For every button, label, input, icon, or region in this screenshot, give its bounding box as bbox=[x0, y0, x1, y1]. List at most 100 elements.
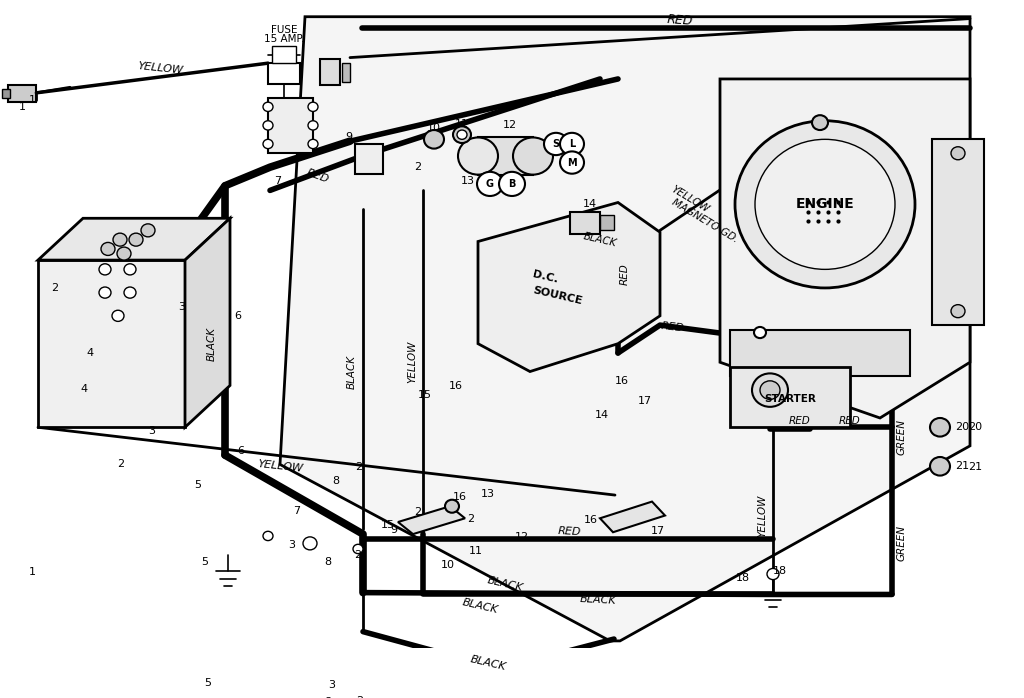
Circle shape bbox=[124, 287, 136, 298]
Text: RED: RED bbox=[558, 526, 582, 537]
Text: 15 AMP.: 15 AMP. bbox=[264, 34, 304, 44]
Circle shape bbox=[760, 381, 780, 399]
Text: RED: RED bbox=[790, 416, 811, 426]
Bar bbox=[600, 216, 614, 230]
Text: 5: 5 bbox=[195, 480, 201, 490]
Text: 5: 5 bbox=[202, 557, 209, 567]
Polygon shape bbox=[280, 17, 970, 641]
Circle shape bbox=[752, 373, 788, 407]
Circle shape bbox=[353, 544, 362, 554]
Text: 11: 11 bbox=[469, 546, 483, 556]
Text: 5: 5 bbox=[205, 678, 212, 688]
Text: 15: 15 bbox=[418, 390, 432, 401]
Text: 8: 8 bbox=[325, 697, 332, 698]
Text: BLACK: BLACK bbox=[469, 654, 507, 672]
Text: SOURCE: SOURCE bbox=[532, 285, 584, 306]
Circle shape bbox=[303, 537, 317, 550]
Text: 12: 12 bbox=[515, 532, 529, 542]
Circle shape bbox=[308, 140, 318, 149]
Bar bbox=[730, 329, 910, 376]
Text: 2: 2 bbox=[354, 549, 361, 560]
Text: FUSE: FUSE bbox=[270, 24, 297, 35]
Text: 6: 6 bbox=[238, 445, 244, 456]
Text: GREEN: GREEN bbox=[897, 419, 907, 454]
Circle shape bbox=[263, 531, 273, 540]
Text: 2: 2 bbox=[118, 459, 124, 468]
Circle shape bbox=[343, 676, 357, 689]
Text: 12: 12 bbox=[503, 120, 517, 131]
Text: 9: 9 bbox=[345, 133, 352, 142]
Text: ENGINE: ENGINE bbox=[796, 198, 854, 211]
Text: L: L bbox=[569, 139, 575, 149]
Text: 2: 2 bbox=[415, 507, 421, 517]
Text: 3: 3 bbox=[328, 680, 335, 690]
Polygon shape bbox=[38, 260, 185, 427]
Bar bbox=[570, 211, 600, 234]
Circle shape bbox=[812, 115, 828, 130]
Text: 4: 4 bbox=[81, 384, 87, 394]
Polygon shape bbox=[185, 218, 230, 427]
Text: GREEN: GREEN bbox=[897, 526, 907, 561]
Text: YELLOW: YELLOW bbox=[757, 494, 767, 537]
Circle shape bbox=[930, 457, 950, 475]
Circle shape bbox=[424, 130, 444, 149]
Bar bbox=[342, 63, 350, 82]
Text: 20: 20 bbox=[968, 422, 982, 431]
Text: G: G bbox=[486, 179, 494, 189]
Text: 20: 20 bbox=[955, 422, 969, 432]
Polygon shape bbox=[720, 79, 970, 418]
Text: 7: 7 bbox=[294, 506, 300, 516]
Text: 17: 17 bbox=[638, 396, 652, 406]
Circle shape bbox=[113, 233, 127, 246]
Text: RED: RED bbox=[660, 321, 685, 333]
Text: 13: 13 bbox=[461, 176, 475, 186]
Circle shape bbox=[560, 133, 584, 155]
Circle shape bbox=[754, 327, 766, 338]
Text: 6: 6 bbox=[234, 311, 242, 321]
Bar bbox=[355, 144, 383, 174]
Text: 3: 3 bbox=[288, 540, 295, 550]
Text: YELLOW: YELLOW bbox=[670, 184, 711, 215]
Text: 21: 21 bbox=[968, 462, 982, 472]
Bar bbox=[478, 138, 534, 174]
Text: 18: 18 bbox=[736, 573, 750, 583]
Polygon shape bbox=[38, 218, 230, 260]
Text: 16: 16 bbox=[449, 381, 463, 391]
Text: 10: 10 bbox=[427, 123, 441, 133]
Bar bbox=[8, 85, 36, 102]
Text: 2: 2 bbox=[415, 162, 422, 172]
Text: 8: 8 bbox=[333, 476, 339, 486]
Text: BLACK: BLACK bbox=[486, 575, 524, 593]
Text: M: M bbox=[567, 158, 577, 168]
Text: D.C.: D.C. bbox=[531, 269, 559, 285]
Bar bbox=[268, 63, 300, 84]
Polygon shape bbox=[478, 202, 660, 371]
Text: YELLOW: YELLOW bbox=[407, 341, 417, 383]
Bar bbox=[730, 367, 850, 427]
Text: 21: 21 bbox=[955, 461, 969, 471]
Circle shape bbox=[951, 147, 965, 160]
Circle shape bbox=[457, 130, 467, 140]
Text: 9: 9 bbox=[391, 526, 397, 535]
Circle shape bbox=[263, 140, 273, 149]
Text: RED: RED bbox=[620, 263, 630, 285]
Circle shape bbox=[141, 224, 155, 237]
Text: 14: 14 bbox=[595, 410, 609, 420]
Text: 2: 2 bbox=[468, 514, 474, 524]
Text: 11: 11 bbox=[455, 119, 469, 128]
Text: 18: 18 bbox=[773, 565, 787, 576]
Circle shape bbox=[99, 287, 111, 298]
Circle shape bbox=[458, 138, 498, 174]
Text: 1: 1 bbox=[18, 102, 26, 112]
Text: 8: 8 bbox=[325, 557, 332, 567]
Polygon shape bbox=[398, 506, 465, 534]
Text: RED: RED bbox=[305, 168, 331, 185]
Text: 16: 16 bbox=[614, 376, 629, 386]
Circle shape bbox=[755, 140, 895, 269]
Bar bbox=[268, 98, 313, 154]
Text: 13: 13 bbox=[480, 489, 495, 499]
Text: 15: 15 bbox=[381, 520, 395, 530]
Circle shape bbox=[951, 304, 965, 318]
Circle shape bbox=[308, 102, 318, 112]
Text: 1: 1 bbox=[29, 96, 36, 105]
